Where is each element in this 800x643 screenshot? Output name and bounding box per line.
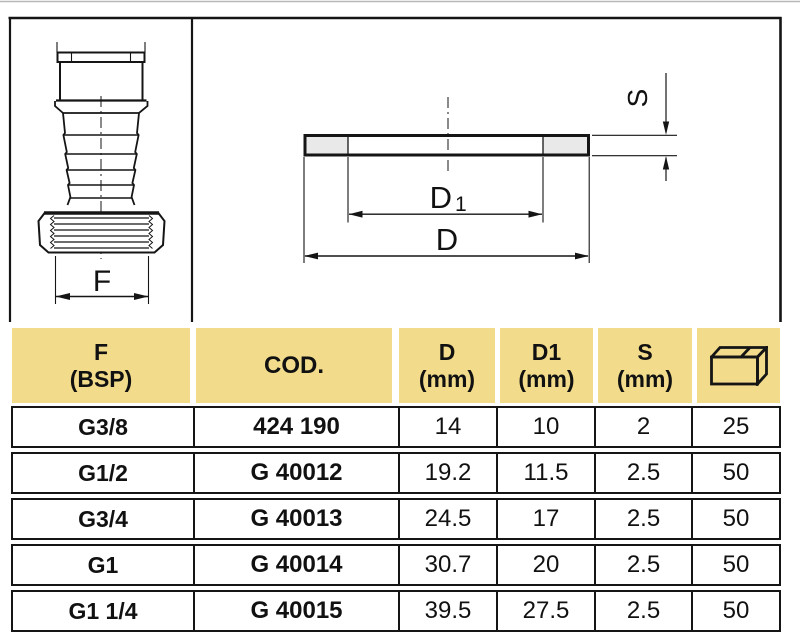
cell-s: 2.5 [594,546,691,584]
header-cell-d1: D1 (mm) [500,328,593,403]
d1-dimension [347,157,544,223]
hose-tail-right-edge [130,112,140,206]
header-d1-line1: D1 [531,338,562,365]
dimension-label-d1-sub: 1 [455,193,467,216]
package-icon [709,345,768,386]
s-dimension [592,73,677,181]
washer-body [303,134,590,157]
drawing-frame [8,16,782,322]
cell-d: 30.7 [398,546,496,584]
cell-f: G1/2 [78,459,128,486]
hose-fitting-drawing [37,42,166,304]
dimension-label-f: F [93,265,111,298]
header-cell-s: S (mm) [598,328,692,403]
cell-quantity: 25 [691,408,779,446]
washer-right-section [543,137,588,154]
cell-s: 2.5 [594,592,691,630]
header-f-line2: (BSP) [69,365,133,392]
cell-d: 39.5 [398,592,496,630]
cell-d1: 27.5 [496,592,594,630]
cell-d1: 17 [496,500,594,538]
header-s-line1: S [637,338,653,365]
cell-s: 2 [594,408,691,446]
cell-s: 2.5 [594,500,691,538]
cell-f: G1 1/4 [68,597,138,624]
header-cod-label: COD. [264,352,324,379]
nut-threads [54,217,149,249]
cell-quantity: 50 [691,592,779,630]
cell-f: G3/8 [78,413,128,440]
washer-left-section [306,137,348,154]
header-cell-quantity [697,328,780,403]
cell-s: 2.5 [594,454,691,492]
table-row: G3/8 424 190 14 10 2 25 [11,406,781,448]
cell-d: 19.2 [398,454,496,492]
washer-diagram [303,73,677,263]
cell-f: G3/4 [78,505,128,532]
f-dimension [54,256,150,304]
dimension-label-d: D [436,222,458,257]
cell-d: 14 [398,408,496,446]
cell-quantity: 50 [691,500,779,538]
cell-quantity: 50 [691,454,779,492]
table-row: G1 1/4 G 40015 39.5 27.5 2.5 50 [11,590,781,632]
header-cell-f-bsp: F (BSP) [12,328,190,403]
header-d1-line2: (mm) [518,365,575,392]
cell-cod: 424 190 [193,408,398,446]
header-cell-cod: COD. [196,328,392,403]
dimension-label-s: S [622,89,653,108]
cell-d1: 10 [496,408,594,446]
dimension-label-d1-main: D [430,180,452,215]
header-cell-d: D (mm) [399,328,495,403]
table-row: G1 G 40014 30.7 20 2.5 50 [11,544,781,586]
cell-quantity: 50 [691,546,779,584]
header-s-line2: (mm) [616,365,674,392]
cell-cod: G 40014 [193,546,398,584]
fitting-top-cap [56,51,146,63]
cell-d1: 11.5 [496,454,594,492]
cell-d: 24.5 [398,500,496,538]
cell-cod: G 40012 [193,454,398,492]
header-d-line1: D [438,338,456,365]
cell-cod: G 40013 [193,500,398,538]
header-d-line2: (mm) [418,365,476,392]
header-f-line1: F [93,338,109,365]
hose-tail-left-edge [62,112,72,206]
cell-f: G1 [87,551,119,578]
table-row: G3/4 G 40013 24.5 17 2.5 50 [11,498,781,540]
d-dimension [303,157,590,263]
technical-drawing-area: F [0,0,800,322]
table-row: G1/2 G 40012 19.2 11.5 2.5 50 [11,452,781,494]
cell-d1: 20 [496,546,594,584]
cell-cod: G 40015 [193,592,398,630]
